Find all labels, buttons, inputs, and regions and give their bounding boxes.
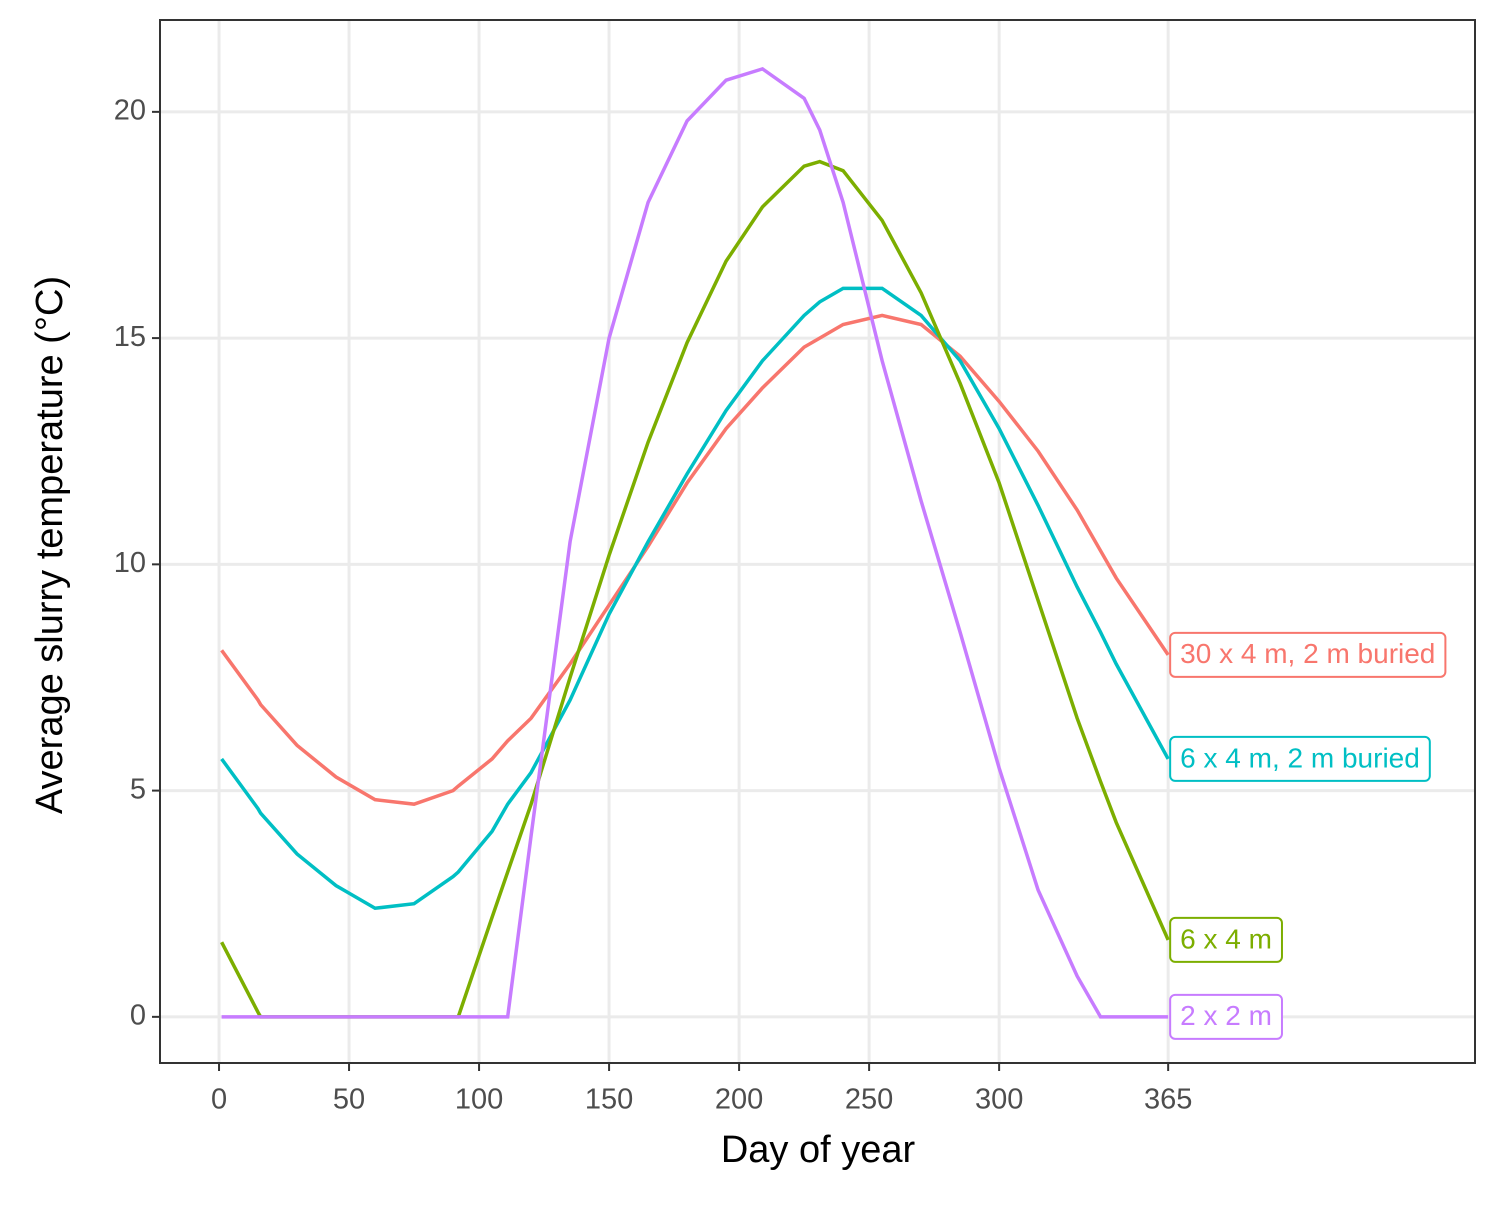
y-tick-label: 5 <box>130 773 146 805</box>
y-tick-label: 0 <box>130 1000 146 1032</box>
end-label-text: 30 x 4 m, 2 m buried <box>1180 638 1435 669</box>
x-tick-label: 250 <box>845 1084 893 1116</box>
series-line <box>220 313 1170 806</box>
x-tick-label: 50 <box>333 1084 365 1116</box>
end-label-text: 2 x 2 m <box>1180 1000 1272 1031</box>
end-label: 2 x 2 m <box>1169 993 1283 1040</box>
x-axis-title: Day of year <box>721 1129 916 1171</box>
x-tick-label: 150 <box>585 1084 633 1116</box>
x-tick-label: 300 <box>975 1084 1023 1116</box>
series-line <box>221 66 1169 1019</box>
y-axis-title: Average slurry temperature (°C) <box>29 276 71 814</box>
y-tick-label: 15 <box>114 321 146 353</box>
end-label: 30 x 4 m, 2 m buried <box>1169 631 1447 678</box>
end-label-box <box>1169 631 1447 678</box>
plot-border <box>159 19 1476 1064</box>
series-line <box>220 286 1170 911</box>
end-label-text: 6 x 4 m <box>1180 923 1272 954</box>
end-label: 6 x 4 m <box>1169 916 1283 963</box>
x-tick-label: 365 <box>1144 1084 1192 1116</box>
y-tick-label: 20 <box>114 95 146 127</box>
x-tick-label: 100 <box>455 1084 503 1116</box>
y-tick-label: 10 <box>114 547 146 579</box>
plot-panel <box>160 20 1475 1063</box>
end-label-text: 6 x 4 m, 2 m buried <box>1180 742 1420 773</box>
x-tick-label: 0 <box>211 1084 227 1116</box>
end-label-box <box>1169 735 1431 782</box>
x-tick-label: 200 <box>715 1084 763 1116</box>
end-label-box <box>1169 916 1283 963</box>
end-label: 6 x 4 m, 2 m buried <box>1169 735 1431 782</box>
end-label-box <box>1169 993 1283 1040</box>
